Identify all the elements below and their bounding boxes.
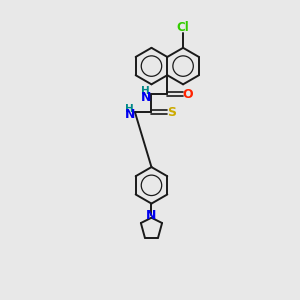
Text: N: N [146,209,157,222]
Text: H: H [141,86,150,96]
Text: N: N [124,109,135,122]
Text: S: S [167,106,176,118]
Text: H: H [125,104,134,114]
Text: N: N [141,91,151,104]
Text: O: O [183,88,193,101]
Text: Cl: Cl [177,21,190,34]
